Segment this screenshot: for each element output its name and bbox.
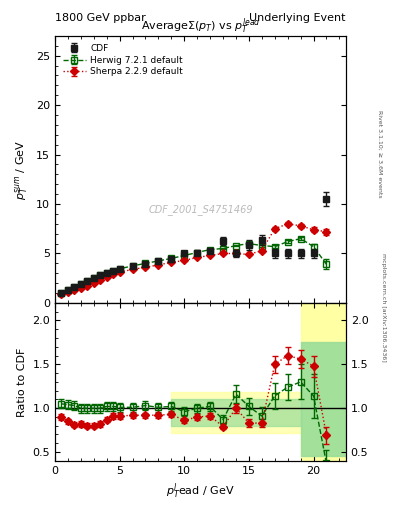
X-axis label: $p_T^{l}$ead / GeV: $p_T^{l}$ead / GeV — [166, 481, 235, 501]
Text: Underlying Event: Underlying Event — [249, 13, 346, 23]
Y-axis label: $p_T^{sum}$ / GeV: $p_T^{sum}$ / GeV — [13, 139, 31, 200]
Y-axis label: Ratio to CDF: Ratio to CDF — [17, 347, 27, 417]
Legend: CDF, Herwig 7.2.1 default, Sherpa 2.2.9 default: CDF, Herwig 7.2.1 default, Sherpa 2.2.9 … — [59, 40, 187, 80]
Text: mcplots.cern.ch [arXiv:1306.3436]: mcplots.cern.ch [arXiv:1306.3436] — [381, 253, 386, 361]
Text: Rivet 3.1.10; ≥ 3.6M events: Rivet 3.1.10; ≥ 3.6M events — [377, 110, 382, 198]
Title: Average$\Sigma$($p_T$) vs $p_T^{lead}$: Average$\Sigma$($p_T$) vs $p_T^{lead}$ — [141, 16, 260, 36]
Text: CDF_2001_S4751469: CDF_2001_S4751469 — [148, 204, 253, 215]
Text: 1800 GeV ppbar: 1800 GeV ppbar — [55, 13, 146, 23]
